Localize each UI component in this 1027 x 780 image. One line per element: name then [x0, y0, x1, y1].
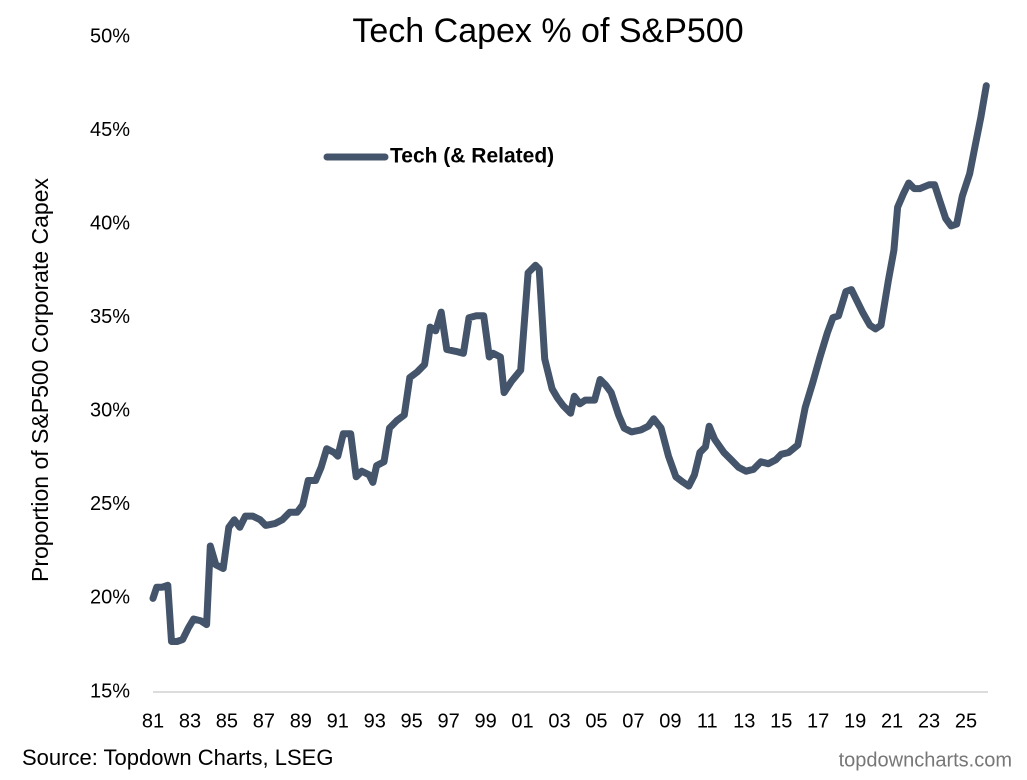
x-tick-label: 17 [807, 710, 829, 732]
source-note: Source: Topdown Charts, LSEG [22, 745, 333, 770]
chart-title: Tech Capex % of S&P500 [352, 12, 743, 50]
x-tick-label: 95 [401, 710, 423, 732]
x-tick-label: 85 [216, 710, 238, 732]
x-tick-label: 99 [474, 710, 496, 732]
x-tick-label: 01 [511, 710, 533, 732]
data-line [149, 82, 990, 645]
y-tick-label: 50% [90, 25, 130, 47]
x-tick-label: 15 [770, 710, 792, 732]
legend-label: Tech (& Related) [390, 145, 554, 168]
y-tick-label: 15% [90, 680, 130, 702]
y-tick-label: 25% [90, 493, 130, 515]
y-axis-label: Proportion of S&P500 Corporate Capex [27, 177, 53, 582]
x-tick-label: 81 [142, 710, 164, 732]
y-tick-label: 35% [90, 306, 130, 328]
y-tick-label: 20% [90, 587, 130, 609]
x-tick-label: 89 [290, 710, 312, 732]
y-tick-label: 45% [90, 119, 130, 141]
watermark: topdowncharts.com [839, 749, 1012, 771]
x-tick-label: 11 [697, 710, 718, 732]
x-tick-label: 19 [844, 710, 866, 732]
x-tick-label: 03 [548, 710, 570, 732]
x-tick-label: 93 [364, 710, 386, 732]
x-tick-label: 25 [955, 710, 977, 732]
x-tick-label: 97 [438, 710, 460, 732]
x-tick-label: 87 [253, 710, 275, 732]
x-tick-label: 07 [622, 710, 644, 732]
y-tick-label: 30% [90, 400, 130, 422]
x-tick-label: 09 [659, 710, 681, 732]
x-tick-label: 05 [585, 710, 607, 732]
x-tick-label: 23 [918, 710, 940, 732]
x-tick-label: 83 [179, 710, 201, 732]
x-tick-label: 13 [733, 710, 755, 732]
x-tick-label: 21 [881, 710, 903, 732]
y-tick-label: 40% [90, 212, 130, 234]
x-tick-label: 91 [327, 710, 349, 732]
